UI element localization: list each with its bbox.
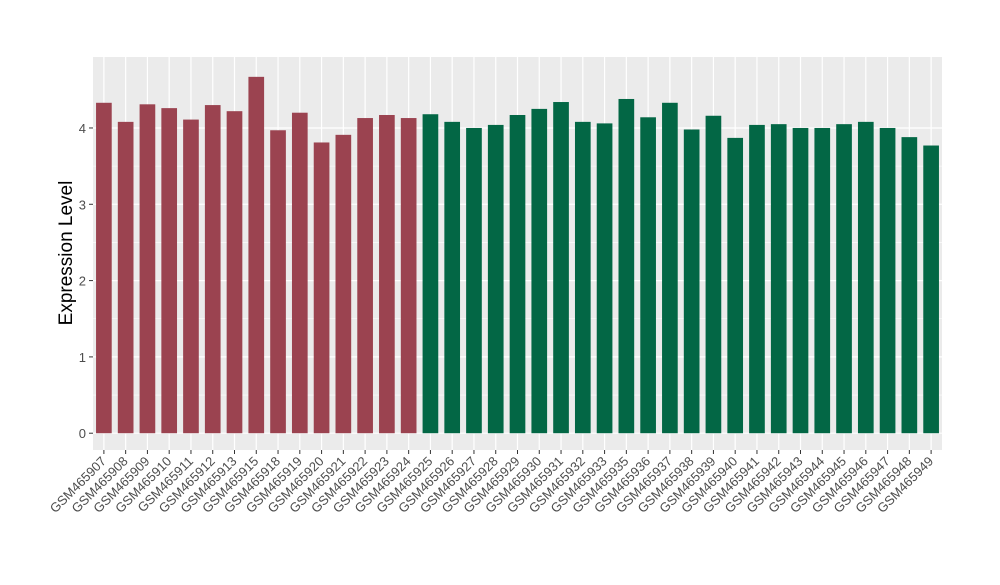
- bar-GSM465948: [901, 137, 918, 434]
- bar-GSM465909: [139, 104, 156, 434]
- bar-GSM465946: [857, 121, 874, 434]
- y-axis: 0 1 2 3 4: [79, 121, 93, 441]
- bar-GSM465908: [117, 121, 134, 434]
- bar-GSM465940: [727, 137, 744, 434]
- bar-GSM465945: [836, 124, 852, 434]
- bar-GSM465932: [574, 121, 591, 434]
- bar-GSM465947: [879, 127, 896, 434]
- bar-GSM465912: [204, 105, 221, 434]
- y-tick-label: 0: [79, 426, 86, 441]
- bar-GSM465939: [705, 115, 722, 434]
- bar-GSM465938: [683, 129, 700, 434]
- bar-GSM465915: [248, 76, 265, 434]
- bar-GSM465944: [814, 127, 831, 434]
- y-tick-label: 4: [79, 121, 86, 136]
- bar-GSM465928: [487, 124, 504, 434]
- bar-GSM465936: [640, 117, 656, 434]
- bar-GSM465924: [400, 118, 417, 434]
- y-axis-label: Expression Level: [56, 181, 77, 326]
- bars-group: [96, 76, 939, 434]
- y-tick-label: 3: [79, 197, 86, 212]
- bar-GSM465925: [422, 114, 439, 434]
- bar-GSM465935: [618, 98, 635, 434]
- bar-GSM465949: [923, 145, 939, 434]
- bar-GSM465933: [596, 123, 613, 434]
- bar-GSM465910: [161, 108, 178, 434]
- bar-GSM465911: [183, 119, 199, 434]
- bar-GSM465942: [770, 124, 787, 434]
- bar-GSM465921: [335, 134, 352, 434]
- bar-GSM465919: [291, 112, 308, 434]
- bar-GSM465907: [96, 102, 112, 434]
- bar-GSM465922: [357, 118, 373, 434]
- bar-GSM465926: [444, 121, 461, 434]
- bar-GSM465913: [226, 111, 243, 434]
- y-tick-label: 2: [79, 274, 86, 289]
- bar-GSM465927: [466, 127, 482, 434]
- bar-GSM465918: [270, 130, 286, 434]
- bar-GSM465943: [792, 127, 809, 434]
- x-axis: GSM465907GSM465908GSM465909GSM465910GSM4…: [47, 450, 936, 516]
- bar-GSM465929: [509, 114, 526, 434]
- bar-GSM465931: [553, 102, 569, 434]
- bar-GSM465941: [749, 124, 765, 434]
- bar-GSM465920: [313, 142, 330, 434]
- bar-GSM465937: [662, 102, 678, 434]
- bar-GSM465923: [379, 114, 395, 434]
- y-tick-label: 1: [79, 350, 86, 365]
- bar-GSM465930: [531, 108, 548, 434]
